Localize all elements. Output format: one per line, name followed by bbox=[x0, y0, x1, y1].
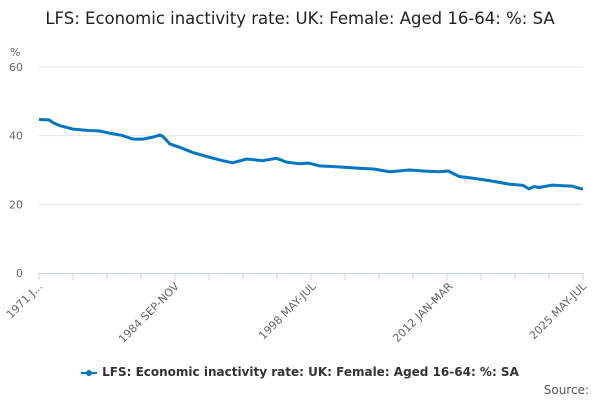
x-tick-label: 2012 JAN-MAR bbox=[390, 280, 455, 345]
y-tick-label: 20 bbox=[9, 198, 23, 211]
y-tick-label: 0 bbox=[16, 267, 23, 280]
y-tick-label: 40 bbox=[9, 130, 23, 143]
legend-label: LFS: Economic inactivity rate: UK: Femal… bbox=[102, 365, 519, 379]
source-label: Source: bbox=[543, 383, 589, 397]
legend-marker-icon bbox=[81, 369, 98, 376]
legend[interactable]: LFS: Economic inactivity rate: UK: Femal… bbox=[0, 365, 600, 379]
y-axis-label: % bbox=[10, 46, 20, 59]
series-line bbox=[38, 118, 584, 191]
x-tick-label: 1971 J... bbox=[4, 280, 45, 321]
x-tick-label: 2025 MAY-JUL bbox=[527, 279, 590, 342]
x-tick-label: 1984 SEP-NOV bbox=[116, 280, 182, 346]
chart-title: LFS: Economic inactivity rate: UK: Femal… bbox=[45, 9, 555, 28]
y-tick-label: 60 bbox=[9, 61, 23, 74]
x-tick-label: 1998 MAY-JUL bbox=[256, 279, 319, 342]
